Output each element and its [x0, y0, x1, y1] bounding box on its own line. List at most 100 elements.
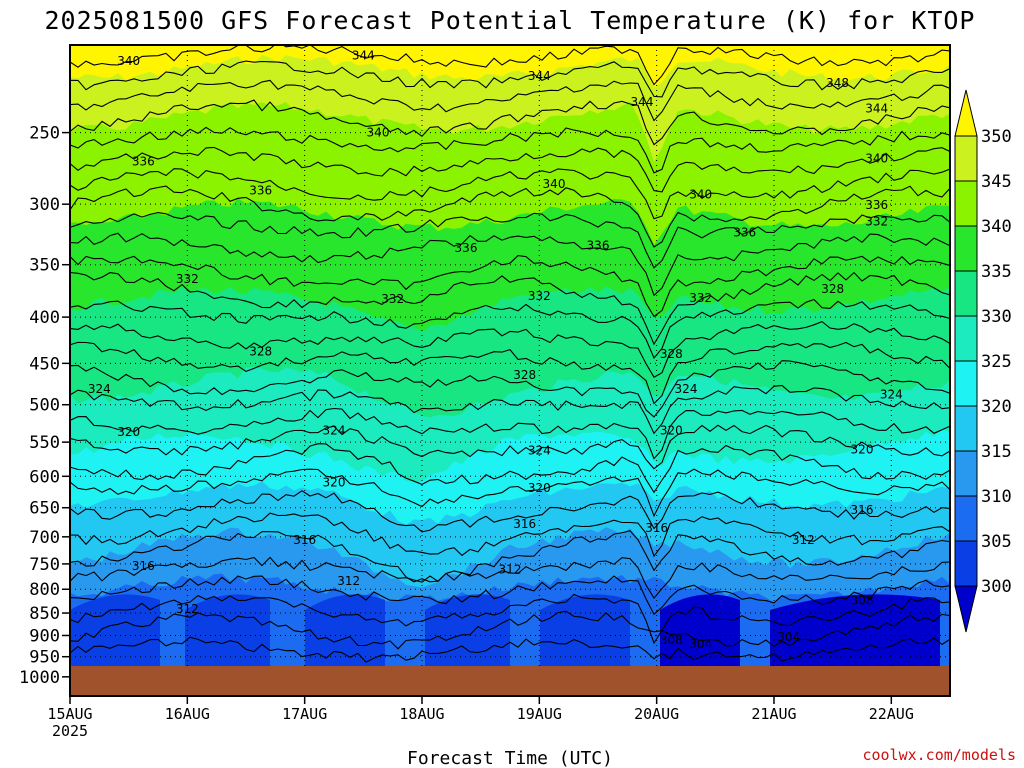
credit-text: coolwx.com/models [862, 746, 1016, 764]
contour-label: 304 [689, 637, 712, 651]
y-axis: 2503003504004505005506006507007508008509… [19, 124, 70, 688]
x-tick-label: 21AUG [751, 705, 796, 723]
contour-label: 320 [851, 443, 874, 457]
contour-line-9 [70, 232, 950, 297]
contour-label: 316 [851, 503, 874, 517]
contour-label: 340 [689, 188, 712, 202]
colorbar-seg-9 [954, 135, 978, 182]
y-tick-label: 500 [29, 396, 60, 416]
contour-line-11 [70, 271, 950, 346]
x-tick-label: 18AUG [399, 705, 444, 723]
y-tick-label: 800 [29, 580, 60, 600]
y-tick-label: 650 [29, 499, 60, 519]
colorbar-seg-8 [954, 180, 978, 227]
contour-label: 324 [88, 382, 111, 396]
contour-line-28 [70, 636, 950, 663]
chart-title: 2025081500 GFS Forecast Potential Temper… [45, 6, 976, 35]
contour-label: 324 [323, 423, 346, 437]
contour-label: 328 [660, 347, 683, 361]
contour-label: 320 [528, 481, 551, 495]
contour-label: 336 [865, 198, 888, 212]
colorbar-tick-label: 350 [981, 127, 1012, 147]
x-axis: 15AUG 16AUG 17AUG 18AUG 19AUG 20AUG 21AUG 22AUG… [47, 696, 914, 740]
colorbar-tick-label: 305 [981, 532, 1012, 552]
x-tick-label: 17AUG [282, 705, 327, 723]
contour-label: 316 [513, 517, 536, 531]
contour-label: 332 [528, 289, 551, 303]
contour-label: 336 [733, 226, 756, 240]
contour-label: 320 [323, 475, 346, 489]
x-tick-label: 20AUG [634, 705, 679, 723]
contour-line-17 [70, 407, 950, 460]
contour-label: 344 [528, 69, 551, 83]
colorbar-bottom-arrow [954, 585, 978, 633]
colorbar-seg-3 [954, 405, 978, 452]
contour-label: 304 [777, 630, 800, 644]
y-tick-label: 250 [29, 124, 60, 144]
contour-label: 320 [117, 425, 140, 439]
contour-line-22 [70, 512, 950, 558]
x-tick-label: 16AUG [165, 705, 210, 723]
contour-line-19 [70, 443, 950, 494]
colorbar-tick-label: 315 [981, 442, 1012, 462]
bl-cell-0 [70, 594, 160, 666]
contour-line-14 [70, 341, 950, 405]
contour-label: 344 [352, 49, 375, 63]
y-tick-label: 850 [29, 604, 60, 624]
colorbar-tick-label: 340 [981, 217, 1012, 237]
colorbar-tick-label: 330 [981, 307, 1012, 327]
y-tick-label: 400 [29, 308, 60, 328]
contour-label: 336 [455, 241, 478, 255]
contour-label: 324 [880, 388, 903, 402]
contour-line-5 [70, 146, 950, 193]
bl-cell-2 [305, 594, 385, 666]
contour-label: 312 [176, 602, 199, 616]
contour-label: 324 [675, 382, 698, 396]
contour-label: 316 [293, 533, 316, 547]
contour-label: 328 [513, 368, 536, 382]
colorbar-seg-1 [954, 495, 978, 542]
contour-line-20 [70, 468, 950, 518]
contour-line-23 [70, 530, 950, 583]
y-tick-label: 450 [29, 354, 60, 374]
colorbar-seg-5 [954, 315, 978, 362]
colorbar-tick-label: 320 [981, 397, 1012, 417]
contour-label: 336 [249, 184, 272, 198]
boundary-layer-cells [70, 594, 940, 666]
y-tick-label: 700 [29, 528, 60, 548]
contour-label: 340 [543, 177, 566, 191]
colorbar-seg-0 [954, 540, 978, 587]
contour-label: 324 [528, 443, 551, 457]
contour-label: 332 [176, 272, 199, 286]
contour-line-12 [70, 298, 950, 360]
contour-label: 312 [499, 563, 522, 577]
y-tick-label: 600 [29, 467, 60, 487]
colorbar-tick-label: 310 [981, 487, 1012, 507]
contour-label: 336 [587, 239, 610, 253]
colorbar-tick-label: 335 [981, 262, 1012, 282]
contour-line-7 [70, 185, 950, 248]
contour-label: 332 [689, 291, 712, 305]
colorbar-top-arrow [954, 89, 978, 137]
x-tick-label: 15AUG [47, 705, 92, 723]
y-tick-label: 350 [29, 256, 60, 276]
contour-label: 344 [865, 102, 888, 116]
contour-line-21 [70, 490, 950, 533]
contour-line-4 [70, 126, 950, 174]
y-tick-label: 1000 [19, 668, 60, 688]
contour-line-1 [70, 60, 950, 98]
colorbar-seg-4 [954, 360, 978, 407]
y-tick-label: 950 [29, 648, 60, 668]
ground [70, 666, 950, 696]
bl-cell-1 [185, 594, 270, 666]
band-345-350 [70, 45, 950, 88]
contour-label: 308 [660, 633, 683, 647]
colorbar-seg-7 [954, 225, 978, 272]
x-tick-label: 22AUG [869, 705, 914, 723]
contour-line-26 [70, 593, 950, 645]
contour-line-27 [70, 610, 950, 650]
x-tick-label: 19AUG [517, 705, 562, 723]
contour-line-2 [70, 79, 950, 122]
contour-label: 328 [249, 345, 272, 359]
